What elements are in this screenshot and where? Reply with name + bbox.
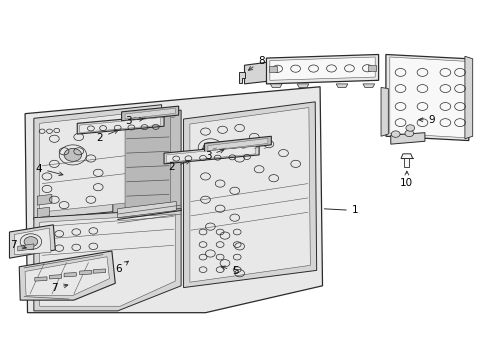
Polygon shape — [362, 84, 374, 87]
Polygon shape — [37, 194, 52, 205]
Polygon shape — [35, 277, 47, 281]
Polygon shape — [49, 275, 61, 279]
Polygon shape — [464, 56, 472, 139]
Polygon shape — [34, 209, 181, 311]
Text: 4: 4 — [36, 163, 63, 176]
Polygon shape — [389, 57, 465, 138]
Polygon shape — [18, 244, 34, 251]
Text: 7: 7 — [52, 283, 68, 293]
Text: 9: 9 — [418, 115, 434, 125]
Polygon shape — [385, 54, 468, 140]
Polygon shape — [297, 84, 308, 87]
Text: 1: 1 — [324, 206, 358, 216]
Text: 5: 5 — [221, 266, 239, 276]
Text: 3: 3 — [124, 116, 143, 126]
Polygon shape — [64, 273, 76, 277]
Polygon shape — [380, 87, 387, 136]
Polygon shape — [34, 105, 161, 220]
Polygon shape — [77, 116, 163, 134]
Polygon shape — [9, 225, 55, 258]
Polygon shape — [204, 136, 271, 152]
Polygon shape — [80, 118, 160, 133]
Polygon shape — [335, 84, 347, 87]
Bar — [367, 65, 375, 71]
Polygon shape — [37, 207, 49, 218]
Polygon shape — [404, 158, 408, 167]
Text: 8: 8 — [248, 56, 264, 70]
Polygon shape — [238, 72, 245, 83]
Text: 3: 3 — [204, 149, 224, 161]
Circle shape — [390, 131, 399, 137]
Text: 2: 2 — [168, 160, 189, 172]
Polygon shape — [25, 257, 109, 296]
Text: 2: 2 — [96, 130, 118, 143]
Polygon shape — [80, 270, 92, 275]
Polygon shape — [189, 108, 310, 282]
Polygon shape — [244, 62, 266, 84]
Polygon shape — [122, 106, 178, 121]
Text: 10: 10 — [400, 177, 412, 188]
Circle shape — [404, 130, 413, 136]
Polygon shape — [166, 146, 255, 162]
Polygon shape — [207, 138, 267, 150]
Circle shape — [203, 142, 217, 153]
Polygon shape — [266, 54, 378, 84]
Circle shape — [64, 148, 81, 161]
Polygon shape — [390, 133, 424, 144]
Circle shape — [24, 237, 38, 247]
Polygon shape — [125, 108, 175, 119]
Polygon shape — [270, 84, 282, 87]
Polygon shape — [14, 228, 51, 255]
Polygon shape — [400, 154, 412, 158]
Polygon shape — [25, 87, 322, 313]
Polygon shape — [19, 251, 115, 300]
Polygon shape — [118, 202, 176, 218]
Bar — [268, 66, 276, 72]
Polygon shape — [113, 110, 181, 220]
Circle shape — [405, 125, 414, 131]
Polygon shape — [183, 102, 316, 288]
Polygon shape — [125, 116, 170, 216]
Polygon shape — [93, 269, 105, 273]
Polygon shape — [40, 111, 156, 212]
Polygon shape — [269, 57, 374, 80]
Polygon shape — [40, 214, 175, 306]
Text: 6: 6 — [115, 261, 128, 274]
Text: 7: 7 — [10, 239, 26, 249]
Polygon shape — [163, 144, 259, 164]
